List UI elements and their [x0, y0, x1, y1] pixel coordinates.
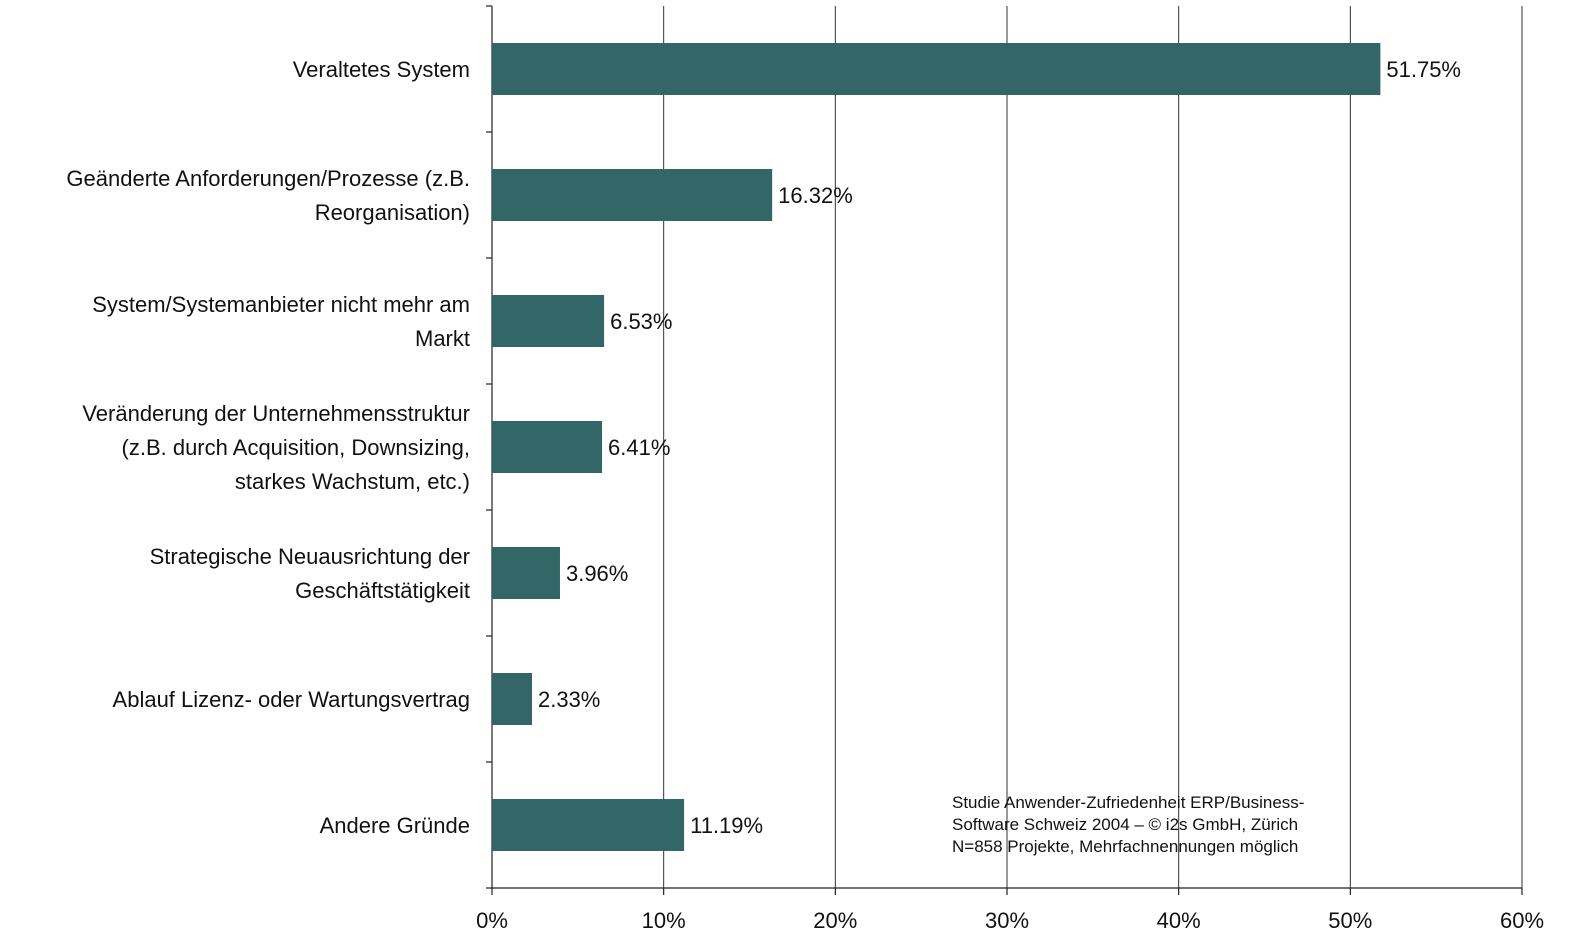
category-label: Veraltetes System [293, 57, 470, 82]
category-label-line: Andere Gründe [320, 813, 470, 838]
category-label-line: (z.B. durch Acquisition, Downsizing, [122, 435, 471, 460]
x-tick-label: 60% [1500, 908, 1544, 933]
x-tick-label: 40% [1157, 908, 1201, 933]
x-tick-label: 20% [813, 908, 857, 933]
grid-layer [663, 6, 1523, 888]
category-label-line: starkes Wachstum, etc.) [235, 469, 470, 494]
value-label: 11.19% [690, 813, 763, 838]
source-note-line: Software Schweiz 2004 – © i2s GmbH, Züri… [952, 815, 1298, 834]
bar [492, 547, 560, 599]
value-label: 16.32% [778, 183, 853, 208]
category-label: System/Systemanbieter nicht mehr am Markt [92, 292, 470, 351]
x-tick-label: 30% [985, 908, 1029, 933]
bar [492, 673, 532, 725]
bar [492, 421, 603, 473]
category-label: Andere Gründe [320, 813, 470, 838]
source-note-text: Studie Anwender-Zufriedenheit ERP/Busine… [952, 793, 1304, 856]
source-note: Studie Anwender-Zufriedenheit ERP/Busine… [952, 793, 1304, 856]
category-label: Veränderung der Unternehmensstruktur (z.B… [82, 401, 470, 494]
category-label-line: Strategische Neuausrichtung der [150, 544, 470, 569]
source-note-line: Studie Anwender-Zufriedenheit ERP/Busine… [952, 793, 1304, 812]
value-label: 2.33% [538, 687, 600, 712]
bar-layer [492, 43, 1381, 851]
category-label-line: Markt [415, 326, 470, 351]
source-note-line: N=858 Projekte, Mehrfachnennungen möglic… [952, 837, 1298, 856]
x-tick-label: 50% [1328, 908, 1372, 933]
value-label: 3.96% [566, 561, 628, 586]
value-label: 6.41% [608, 435, 670, 460]
category-label-line: Reorganisation) [315, 200, 470, 225]
category-label-line: Geschäftstätigkeit [295, 578, 470, 603]
category-label: Ablauf Lizenz- oder Wartungsvertrag [113, 687, 470, 712]
value-label: 51.75% [1386, 57, 1461, 82]
category-label: Strategische Neuausrichtung der Geschäfts… [150, 544, 470, 603]
bar [492, 295, 605, 347]
x-tick-label: 0% [476, 908, 508, 933]
bar [492, 169, 773, 221]
bar [492, 43, 1381, 95]
x-tick-label: 10% [642, 908, 686, 933]
bar [492, 799, 685, 851]
category-label-line: Veränderung der Unternehmensstruktur [82, 401, 470, 426]
category-label-line: Geänderte Anforderungen/Prozesse (z.B. [66, 166, 470, 191]
category-label-line: Ablauf Lizenz- oder Wartungsvertrag [113, 687, 470, 712]
category-label-line: System/Systemanbieter nicht mehr am [92, 292, 470, 317]
label-layer: 0% 10% 20% 30% 40% 50% 60% 51.75% Veraltetes Sys… [66, 57, 1544, 933]
category-label: Geänderte Anforderungen/Prozesse (z.B. Re… [66, 166, 470, 225]
category-label-line: Veraltetes System [293, 57, 470, 82]
value-label: 6.53% [610, 309, 672, 334]
